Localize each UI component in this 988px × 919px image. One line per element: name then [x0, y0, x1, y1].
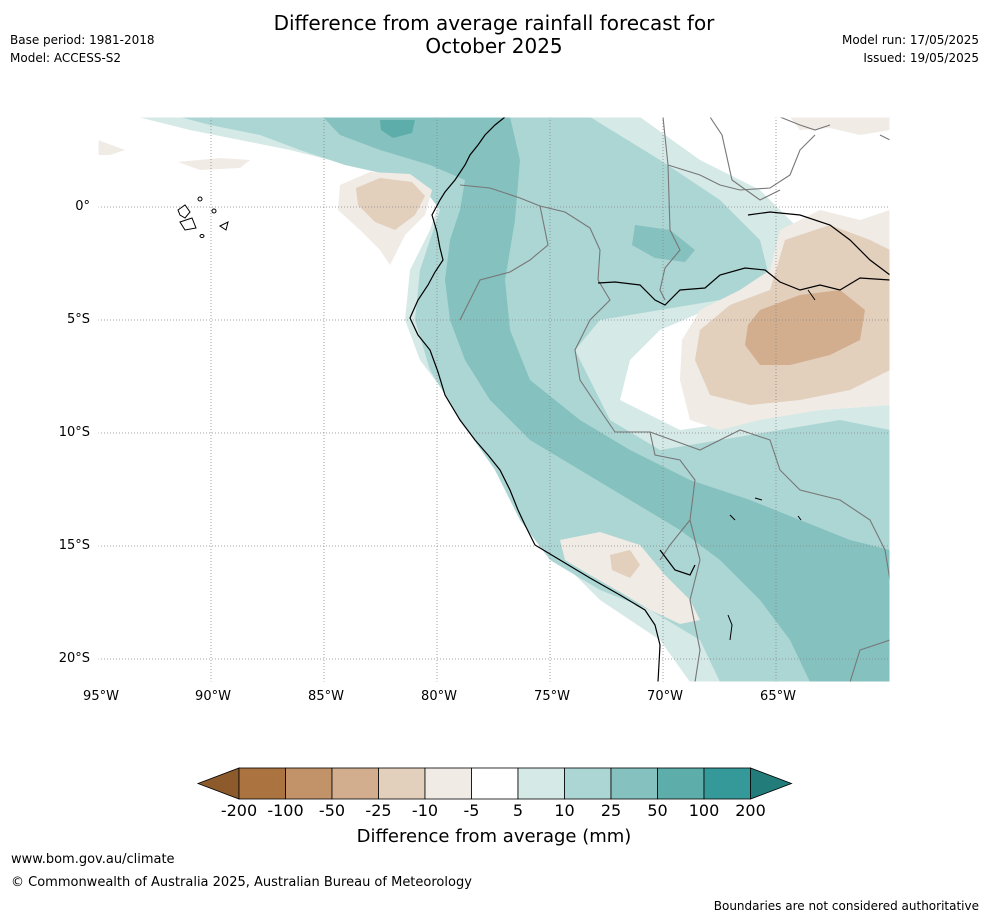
contour-wet-25b	[632, 225, 695, 262]
colorbar-cell-7	[564, 767, 612, 800]
colorbar-tick-label: -10	[411, 801, 439, 820]
colorbar-cell-6	[517, 767, 565, 800]
lon-label-95w: 95°W	[83, 689, 119, 704]
gridlines	[98, 117, 890, 682]
colorbar-tick-label: 100	[688, 801, 720, 820]
colorbar-tick-label: -200	[220, 801, 258, 820]
rainfall-map	[97, 116, 891, 683]
contour-dry-east-25	[745, 290, 865, 365]
model-run-text: Model run: 17/05/2025	[841, 33, 979, 47]
lon-label-65w: 65°W	[760, 689, 796, 704]
colorbar-title: Difference from average (mm)	[356, 826, 632, 847]
colorbar-tick-label: 25	[600, 801, 622, 820]
lat-label-15s: 15°S	[58, 538, 90, 553]
title-line-2: October 2025	[425, 34, 563, 58]
galapagos-islands	[177, 196, 229, 238]
colorbar	[196, 767, 793, 800]
colorbar-cell-3	[378, 767, 426, 800]
colorbar-cell-9	[657, 767, 705, 800]
lon-label-75w: 75°W	[534, 689, 570, 704]
colorbar-high-extend	[750, 767, 793, 800]
lat-label-5s: 5°S	[66, 312, 90, 327]
lon-label-85w: 85°W	[308, 689, 344, 704]
contour-dry-small-2	[98, 140, 125, 155]
colorbar-cell-4	[424, 767, 472, 800]
colorbar-cell-0	[238, 767, 286, 800]
inland-waters	[727, 289, 816, 641]
colorbar-tick-label: -50	[318, 801, 346, 820]
colorbar-tick-label: 5	[512, 801, 524, 820]
contour-dry-offshore-10	[356, 178, 425, 230]
colorbar-tick-label: -100	[267, 801, 304, 820]
colorbar-cell-2	[331, 767, 379, 800]
country-boundaries	[459, 117, 890, 682]
header-left-meta: Base period: 1981-2018 Model: ACCESS-S2	[10, 31, 155, 67]
footer-url: www.bom.gov.au/climate	[11, 852, 175, 867]
lat-label-20s: 20°S	[58, 651, 90, 666]
contour-dry-small-1	[178, 158, 250, 170]
map-title: Difference from average rainfall forecas…	[0, 12, 988, 58]
colorbar-cell-8	[610, 767, 658, 800]
lat-label-10s: 10°S	[58, 425, 90, 440]
colorbar-tick-label: -5	[463, 801, 480, 820]
base-period-text: Base period: 1981-2018	[10, 33, 155, 47]
issued-text: Issued: 19/05/2025	[863, 51, 979, 65]
lon-label-80w: 80°W	[421, 689, 457, 704]
header-right-meta: Model run: 17/05/2025 Issued: 19/05/2025	[842, 31, 979, 67]
contour-wet-50	[380, 120, 415, 138]
contour-wet-se	[775, 430, 890, 500]
colorbar-low-extend	[196, 767, 240, 800]
lat-label-0: 0°	[75, 199, 90, 214]
footer-disclaimer: Boundaries are not considered authoritat…	[713, 899, 979, 913]
lon-label-70w: 70°W	[647, 689, 683, 704]
contour-wet-25	[323, 117, 890, 682]
contour-dry-south-10	[610, 550, 640, 578]
colorbar-cell-1	[285, 767, 333, 800]
coastlines	[409, 117, 890, 682]
title-line-1: Difference from average rainfall forecas…	[273, 11, 715, 35]
colorbar-cell-5	[471, 767, 519, 800]
lon-label-90w: 90°W	[195, 689, 231, 704]
colorbar-tick-label: 10	[554, 801, 575, 820]
footer-copyright: © Commonwealth of Australia 2025, Austra…	[11, 875, 472, 890]
colorbar-tick-label: -25	[365, 801, 392, 820]
colorbar-cell-10	[703, 767, 751, 800]
colorbar-tick-label: 200	[735, 801, 766, 820]
map-frame	[97, 116, 891, 683]
model-text: Model: ACCESS-S2	[10, 51, 122, 65]
contour-dry-topright	[790, 117, 890, 135]
colorbar-tick-label: 50	[647, 801, 668, 820]
